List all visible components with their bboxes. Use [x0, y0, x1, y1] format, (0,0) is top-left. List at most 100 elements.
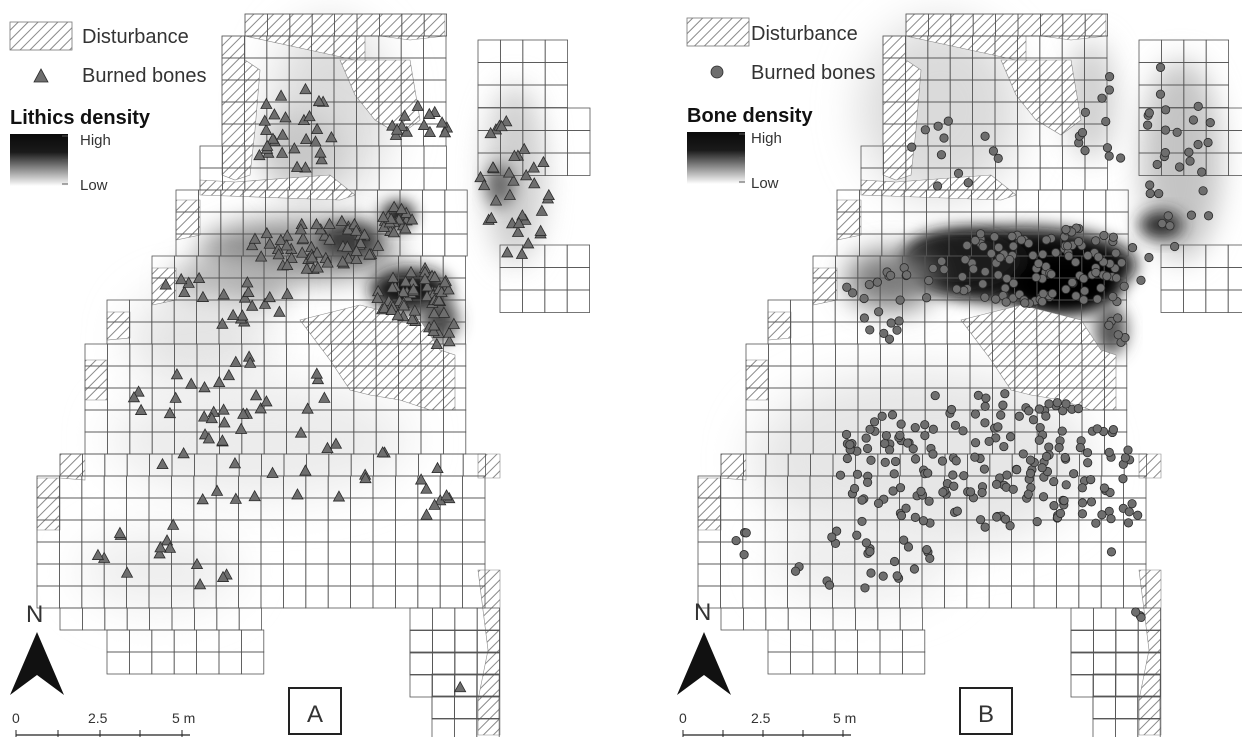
triangle-marker — [205, 411, 218, 424]
circle-marker — [918, 516, 929, 526]
grid-cell — [720, 585, 744, 609]
grid-cell — [1078, 563, 1102, 587]
circle-marker — [1145, 180, 1155, 190]
circle-marker — [1082, 448, 1093, 458]
circle-marker — [991, 479, 1002, 489]
grid-cell — [1015, 189, 1040, 213]
circle-marker — [1091, 267, 1101, 278]
grid-cell — [1183, 267, 1207, 291]
grid-cell — [1205, 84, 1230, 108]
triangle-marker — [299, 464, 312, 476]
scale-label-5m: 5 m — [172, 710, 195, 726]
circle-marker — [861, 433, 871, 443]
circle-marker — [920, 420, 930, 430]
grid-cell — [84, 409, 108, 433]
circle-marker — [992, 512, 1002, 522]
circle-marker — [978, 279, 988, 289]
circle-marker — [1111, 248, 1121, 258]
circle-marker — [924, 496, 934, 506]
triangle-marker — [432, 294, 446, 306]
circle-marker — [933, 121, 943, 131]
triangle-marker — [376, 446, 389, 458]
circle-marker — [1033, 258, 1044, 269]
disturbance-swatch — [686, 17, 750, 47]
grid-cell — [59, 519, 83, 543]
triangle-marker — [163, 541, 177, 553]
triangle-marker — [216, 434, 229, 446]
circle-marker — [835, 470, 846, 480]
grid-cell — [499, 289, 523, 313]
grid-cell — [567, 107, 591, 131]
grid-cell — [151, 629, 175, 653]
circle-marker — [731, 535, 741, 546]
grid-cell — [966, 563, 990, 587]
circle-marker — [884, 334, 895, 344]
triangle-marker — [258, 297, 272, 309]
grid-cell — [854, 607, 879, 631]
triangle-marker — [323, 217, 336, 229]
grid-cell — [1228, 107, 1242, 131]
grid-cell — [1228, 152, 1242, 176]
circle-marker — [1097, 510, 1107, 520]
triangle-marker — [185, 377, 198, 389]
grid-cell — [903, 211, 928, 235]
circle-marker — [1143, 120, 1153, 130]
triangle-marker — [421, 280, 434, 292]
grid-cell — [260, 519, 284, 543]
triangle-marker — [248, 232, 262, 244]
grid-cell — [812, 321, 836, 345]
triangle-marker — [166, 518, 180, 530]
triangle-marker — [259, 123, 273, 135]
grid-cell — [431, 630, 456, 654]
grid-cell — [988, 585, 1013, 609]
triangle-marker — [427, 324, 440, 337]
triangle-marker — [423, 107, 436, 120]
grid-cell — [1055, 519, 1080, 543]
grid-cell — [566, 267, 591, 291]
circle-marker — [937, 456, 948, 466]
grid-cell — [417, 519, 441, 543]
triangle-marker — [511, 225, 525, 237]
triangle-marker — [329, 437, 343, 449]
triangle-marker — [202, 432, 216, 444]
triangle-marker — [477, 178, 491, 191]
grid-cell — [453, 695, 478, 719]
grid-cell — [1183, 39, 1207, 63]
circle-marker — [988, 146, 999, 156]
circle-marker — [948, 470, 958, 480]
triangle-marker — [222, 368, 236, 381]
grid-cell — [1114, 718, 1139, 737]
grid-cell — [401, 167, 425, 191]
grid-cell — [1114, 696, 1139, 720]
circle-marker — [1108, 425, 1118, 435]
grid-cell — [901, 651, 926, 675]
circle-marker — [861, 538, 871, 548]
circle-marker — [1203, 211, 1214, 221]
grid-cell — [789, 321, 814, 345]
map-panel-a: Disturbance Burned bones Lithics density… — [9, 13, 591, 737]
grid-cell — [215, 519, 239, 543]
grid-cell — [128, 629, 153, 653]
triangle-marker — [397, 285, 410, 297]
triangle-marker — [336, 255, 349, 267]
circle-marker — [960, 254, 970, 265]
grid-cell — [107, 387, 131, 411]
circle-marker — [1001, 297, 1011, 307]
grid-cell — [901, 321, 926, 345]
circle-marker — [999, 441, 1009, 452]
triangle-marker — [238, 291, 252, 303]
circle-marker — [1083, 458, 1093, 468]
grid-cell — [350, 497, 374, 521]
grid-cell — [84, 431, 108, 455]
circle-marker — [1069, 469, 1079, 479]
triangle-marker — [427, 319, 441, 331]
grid-cell — [834, 321, 858, 345]
circle-marker — [978, 241, 988, 252]
circle-marker — [1005, 521, 1015, 531]
circle-marker — [928, 449, 938, 459]
circle-marker — [865, 546, 875, 557]
grid-cell — [106, 651, 130, 675]
circle-marker — [842, 453, 852, 464]
grid-cell — [59, 497, 83, 521]
grid-cell — [421, 233, 446, 257]
